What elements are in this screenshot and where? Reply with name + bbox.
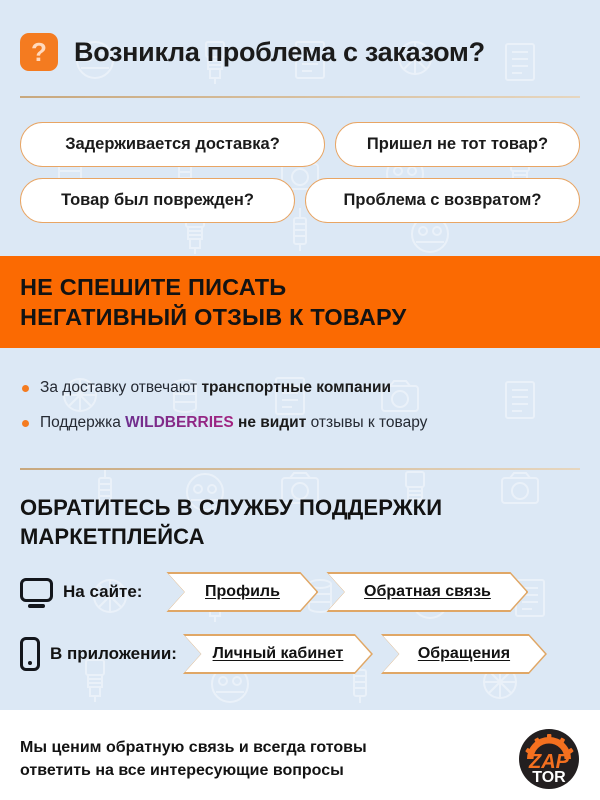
chip-feedback[interactable]: Обратная связь bbox=[326, 572, 528, 612]
chip-label: Обратная связь bbox=[364, 582, 491, 600]
note-list: За доставку отвечают транспортные компан… bbox=[22, 378, 582, 449]
chip-label: Личный кабинет bbox=[212, 644, 344, 662]
question-pill-row: Товар был поврежден? Проблема с возврато… bbox=[20, 178, 580, 223]
support-heading: ОБРАТИТЕСЬ В СЛУЖБУ ПОДДЕРЖКИ МАРКЕТПЛЕЙ… bbox=[20, 494, 580, 551]
question-pill-row: Задерживается доставка? Пришел не тот то… bbox=[20, 122, 580, 167]
bullet-dot-icon bbox=[22, 385, 29, 392]
warning-banner: НЕ СПЕШИТЕ ПИСАТЬ НЕГАТИВНЫЙ ОТЗЫВ К ТОВ… bbox=[0, 256, 600, 348]
support-heading-line1: ОБРАТИТЕСЬ В СЛУЖБУ ПОДДЕРЖКИ bbox=[20, 495, 443, 520]
note-text: Поддержка WILDBERRIES не видит отзывы к … bbox=[40, 413, 427, 432]
question-mark-glyph: ? bbox=[31, 37, 47, 67]
divider-top bbox=[20, 96, 580, 98]
page-title: Возникла проблема с заказом? bbox=[74, 36, 485, 67]
chip-label: Профиль bbox=[205, 582, 280, 600]
question-pill-group: Задерживается доставка? Пришел не тот то… bbox=[20, 122, 580, 234]
footer-line2: ответить на все интересующие вопросы bbox=[20, 762, 344, 779]
warning-banner-line1: НЕ СПЕШИТЕ ПИСАТЬ bbox=[20, 273, 287, 300]
note-item: Поддержка WILDBERRIES не видит отзывы к … bbox=[22, 413, 582, 432]
question-pill[interactable]: Пришел не тот товар? bbox=[335, 122, 580, 167]
support-heading-line2: МАРКЕТПЛЕЙСА bbox=[20, 523, 205, 549]
chip-profile[interactable]: Профиль bbox=[166, 572, 318, 612]
footer-text: Мы ценим обратную связь и всегда готовы … bbox=[20, 736, 367, 782]
channel-label-app: В приложении: bbox=[50, 644, 177, 663]
warning-banner-line2: НЕГАТИВНЫЙ ОТЗЫВ К ТОВАРУ bbox=[20, 304, 407, 330]
question-pill[interactable]: Проблема с возвратом? bbox=[305, 178, 580, 223]
note-bold: не видит bbox=[233, 414, 307, 432]
note-prefix: Поддержка bbox=[40, 414, 126, 432]
question-pill[interactable]: Товар был поврежден? bbox=[20, 178, 295, 223]
channel-label-website: На сайте: bbox=[63, 582, 143, 601]
footer-line1: Мы ценим обратную связь и всегда готовы bbox=[20, 738, 367, 756]
wildberries-brand: WILDBERRIES bbox=[125, 414, 234, 432]
note-text: За доставку отвечают транспортные компан… bbox=[40, 378, 391, 397]
smartphone-icon bbox=[20, 637, 40, 671]
bullet-dot-icon bbox=[22, 420, 29, 428]
chip-requests[interactable]: Обращения bbox=[381, 634, 547, 674]
channel-row-app: В приложении: Личный кабинет Обращения bbox=[20, 634, 547, 674]
channel-row-website: На сайте: Профиль Обратная связь bbox=[20, 572, 528, 612]
zaptor-logo: ZAP TOR bbox=[518, 728, 580, 790]
chip-label: Обращения bbox=[417, 644, 511, 662]
logo-top-text: ZAP bbox=[528, 751, 570, 773]
question-pill[interactable]: Задерживается доставка? bbox=[20, 122, 325, 167]
divider-middle bbox=[20, 468, 580, 470]
header: ? Возникла проблема с заказом? bbox=[0, 22, 600, 82]
monitor-icon bbox=[20, 578, 53, 608]
question-mark-icon: ? bbox=[20, 33, 58, 71]
note-item: За доставку отвечают транспортные компан… bbox=[22, 378, 582, 397]
logo-bottom-text: TOR bbox=[532, 769, 566, 786]
note-suffix: отзывы к товару bbox=[306, 414, 428, 432]
note-bold: транспортные компании bbox=[201, 379, 391, 396]
footer-background bbox=[0, 710, 600, 800]
footer: Мы ценим обратную связь и всегда готовы … bbox=[20, 728, 580, 790]
chip-personal-account[interactable]: Личный кабинет bbox=[183, 634, 373, 674]
note-prefix: За доставку отвечают bbox=[40, 379, 202, 396]
